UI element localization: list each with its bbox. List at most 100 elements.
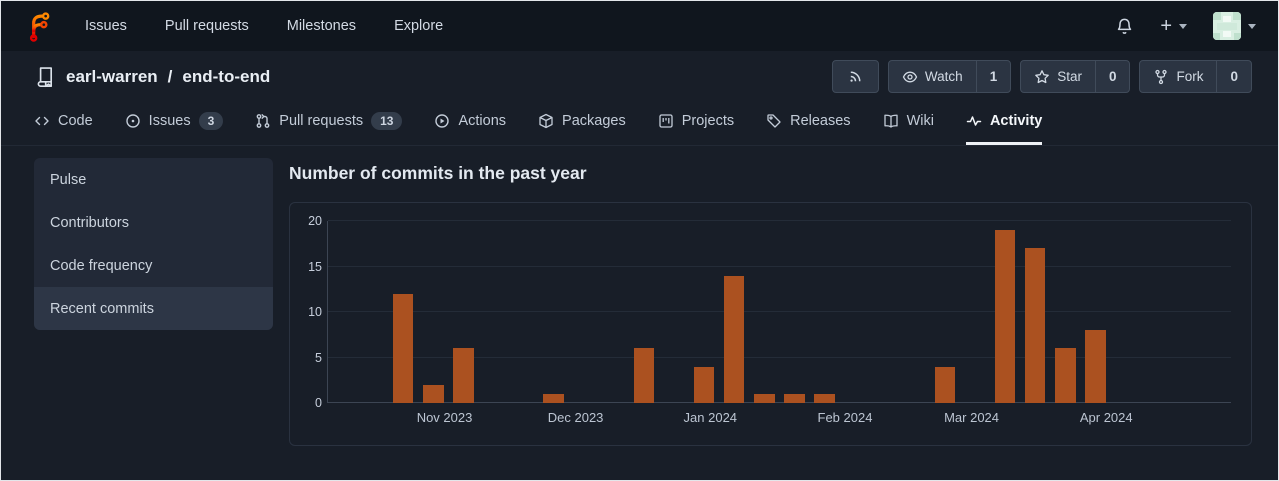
star-label: Star [1057,69,1082,84]
package-icon [539,113,553,129]
week-slot [1141,221,1171,403]
navbar-right: + [1115,12,1256,40]
commit-bar [1055,348,1076,403]
plus-icon: + [1160,15,1172,37]
nav-link-pull-requests[interactable]: Pull requests [164,18,249,34]
week-slot [840,221,870,403]
tab-label: Projects [681,113,735,129]
commit-bar [814,393,835,403]
repo-icon [34,66,56,88]
commit-bar [1085,330,1106,403]
week-slot [328,221,358,403]
commit-bar [994,230,1016,403]
gridline [328,402,1231,403]
tab-packages[interactable]: Packages [538,102,626,145]
tab-releases[interactable]: Releases [766,102,851,145]
main-panel: Number of commits in the past year 0 5 10 1… [289,158,1252,446]
star-count[interactable]: 0 [1094,61,1130,92]
week-slot [900,221,930,403]
sidebar-item-contributors[interactable]: Contributors [50,214,129,231]
git-pull-request-icon [256,114,270,128]
week-slot [960,221,990,403]
tab-projects[interactable]: Projects [658,102,734,145]
tab-activity[interactable]: Activity [965,102,1043,145]
week-slot [659,221,689,403]
y-tick-label: 5 [315,350,322,365]
sidebar-item-recent-commits[interactable]: Recent commits [34,287,273,330]
x-tick-label: Nov 2023 [416,410,473,425]
commit-bar [393,293,414,403]
fork-icon [1155,69,1168,84]
notifications-bell-icon[interactable] [1115,17,1134,36]
week-slot [388,221,418,403]
week-slot [689,221,719,403]
repo-title: earl-warren / end-to-end [34,66,270,88]
week-slot [870,221,900,403]
repo-title-separator: / [167,66,173,86]
commit-bar [453,348,474,403]
week-slot [569,221,599,403]
y-tick-label: 10 [308,305,322,319]
gridline [328,220,1231,221]
tab-issues[interactable]: Issues 3 [125,102,224,145]
week-slot [1171,221,1201,403]
sidebar-item-code-frequency[interactable]: Code frequency [50,257,153,274]
tab-label: Wiki [906,113,934,129]
tab-label: Packages [562,113,626,129]
chevron-down-icon [1248,23,1256,29]
tab-pull-requests[interactable]: Pull requests 13 [255,102,403,145]
fork-count[interactable]: 0 [1216,61,1251,92]
sidebar-item-pulse[interactable]: Pulse [50,171,87,188]
fork-button[interactable]: Fork 0 [1139,60,1252,93]
repo-owner-link[interactable]: earl-warren [66,66,158,86]
nav-link-issues[interactable]: Issues [85,18,127,34]
watch-count[interactable]: 1 [975,61,1011,92]
x-tick-label: Apr 2024 [1079,410,1133,425]
repo-header: earl-warren / end-to-end [1,51,1278,102]
week-slot [478,221,508,403]
commit-bar [633,348,655,403]
watch-button[interactable]: Watch 1 [887,60,1012,93]
gridline [328,356,1231,358]
tab-label: Actions [458,113,507,129]
rss-feed-button[interactable] [831,60,879,93]
gridline [328,265,1231,267]
tab-wiki[interactable]: Wiki [883,102,934,145]
week-slot [509,221,539,403]
user-menu[interactable] [1213,12,1256,40]
commit-bar [784,393,805,403]
issues-count-badge: 3 [198,112,224,130]
activity-sidebar-menu: Pulse Contributors Code frequency Recent… [34,158,273,330]
avatar [1213,12,1241,40]
eye-icon [902,71,918,82]
nav-link-explore[interactable]: Explore [394,18,444,34]
fork-label: Fork [1176,69,1204,84]
forgejo-logo-icon[interactable] [23,10,55,42]
week-slot [418,221,448,403]
tab-code[interactable]: Code [34,102,93,145]
week-slot [930,221,960,403]
week-slot [719,221,749,403]
week-slot [599,221,629,403]
project-board-icon [659,114,673,128]
commit-bar [423,384,444,403]
activity-sidebar: Pulse Contributors Code frequency Recent… [34,158,273,446]
tab-actions[interactable]: Actions [434,102,506,145]
week-slot [779,221,809,403]
create-new-button[interactable]: + [1160,16,1187,36]
tag-icon [767,114,781,128]
week-slot [1110,221,1140,403]
nav-link-milestones[interactable]: Milestones [286,18,357,34]
week-slot [448,221,478,403]
repo-name-link[interactable]: end-to-end [182,66,271,86]
pull-requests-count-badge: 13 [371,112,403,130]
week-slot [1020,221,1050,403]
x-tick-label: Jan 2024 [683,410,738,425]
star-button[interactable]: Star 0 [1020,60,1131,93]
week-slot [1080,221,1110,403]
watch-label: Watch [924,69,963,84]
week-slot [990,221,1020,403]
issue-opened-icon [125,114,140,128]
star-icon [1035,69,1050,83]
